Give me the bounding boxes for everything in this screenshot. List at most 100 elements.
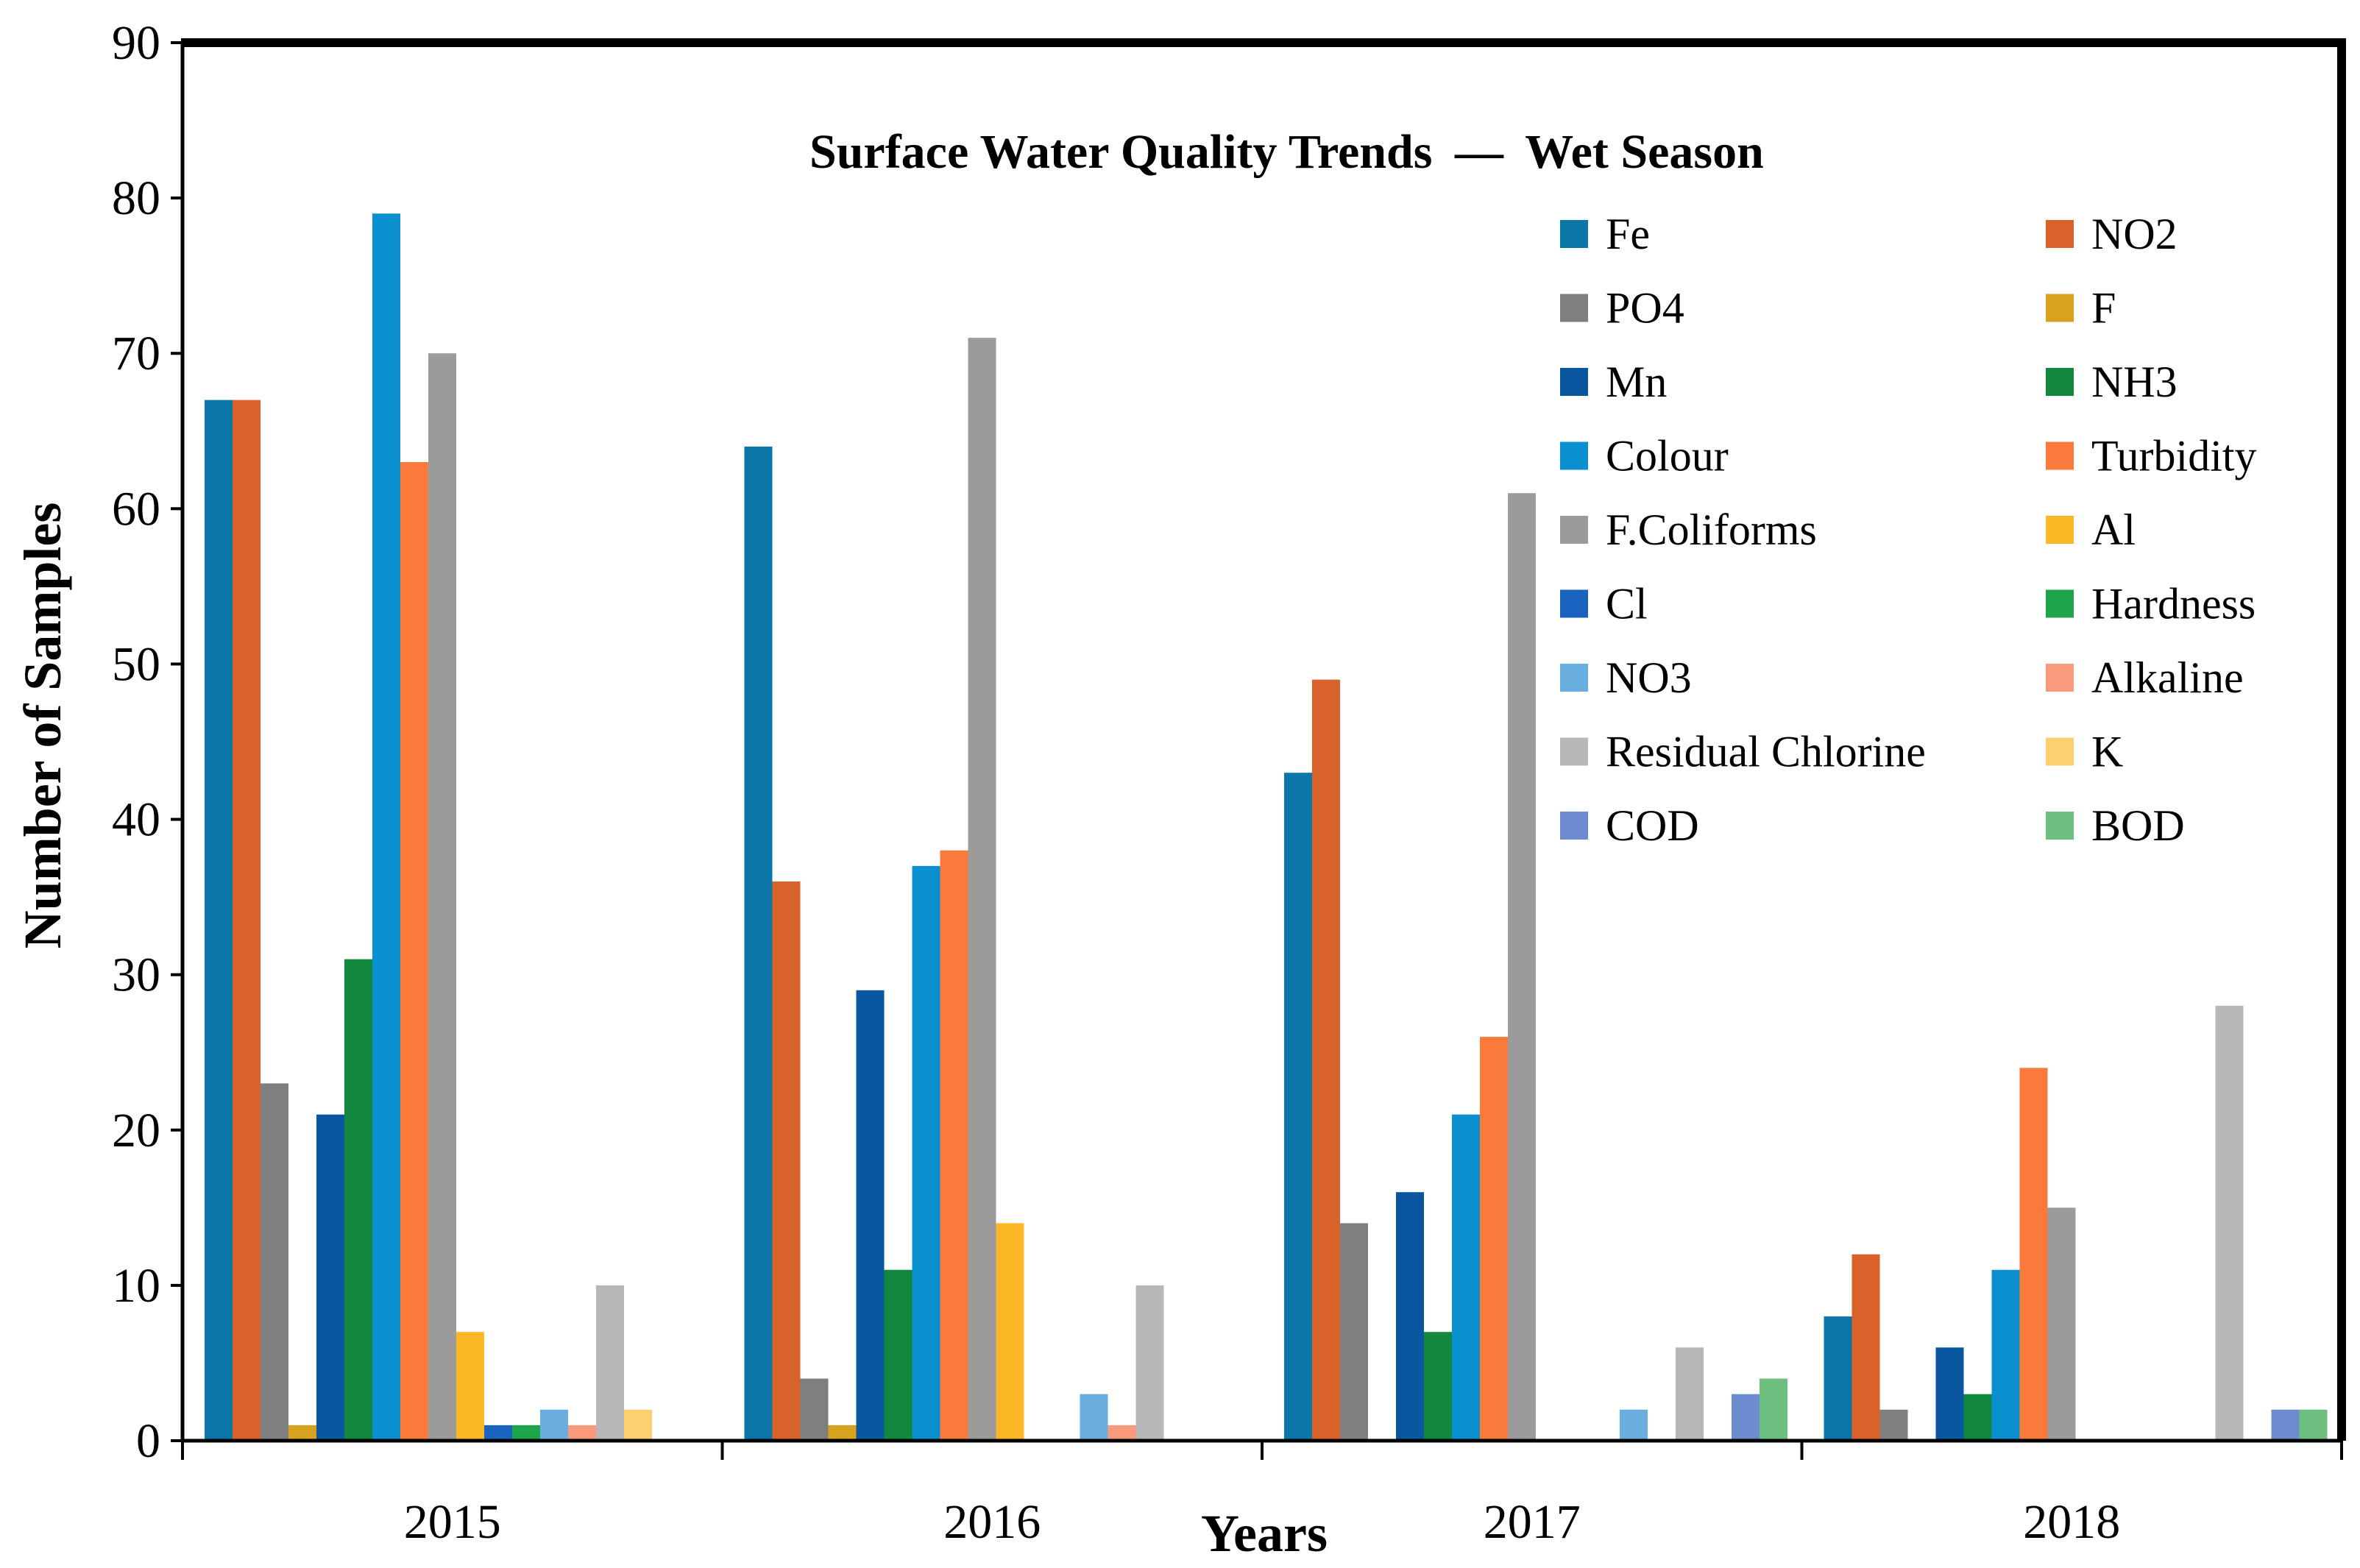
legend-swatch	[2046, 441, 2074, 470]
legend-swatch	[1560, 294, 1588, 322]
bar-f-2015	[288, 1425, 316, 1441]
bar-cod-2017	[1732, 1394, 1760, 1441]
bar-alkaline-2015	[568, 1425, 596, 1441]
legend-label: Hardness	[2091, 580, 2256, 628]
bar-f-coliforms-2017	[1508, 493, 1536, 1441]
x-tick-label: 2018	[2023, 1495, 2120, 1549]
bar-cl-2015	[484, 1425, 512, 1441]
bar-colour-2017	[1452, 1114, 1480, 1441]
bar-mn-2015	[316, 1114, 344, 1441]
legend-swatch	[2046, 516, 2074, 544]
legend-label: NO3	[1606, 653, 1692, 702]
x-tick-label: 2016	[943, 1495, 1041, 1549]
bar-turbidity-2018	[2019, 1068, 2048, 1441]
bar-turbidity-2015	[400, 462, 428, 1441]
bar-no3-2015	[540, 1409, 568, 1441]
bar-al-2015	[456, 1332, 484, 1441]
bar-no2-2017	[1312, 679, 1340, 1441]
y-tick-label: 80	[112, 171, 160, 225]
y-tick-label: 90	[112, 16, 160, 70]
legend-swatch	[1560, 589, 1588, 618]
bar-no2-2016	[772, 881, 801, 1441]
bar-mn-2018	[1935, 1347, 1964, 1441]
bar-cod-2018	[2271, 1409, 2300, 1441]
legend-swatch	[2046, 812, 2074, 840]
legend-label: NO2	[2091, 210, 2177, 258]
legend-label: Fe	[1606, 210, 1650, 258]
legend-label: Turbidity	[2091, 432, 2257, 480]
bar-mn-2017	[1396, 1192, 1424, 1441]
bar-fe-2017	[1284, 773, 1312, 1441]
legend-label: Cl	[1606, 580, 1648, 628]
legend-label: Colour	[1606, 432, 1729, 480]
y-tick-label: 10	[112, 1259, 160, 1313]
bar-nh3-2018	[1963, 1394, 1992, 1441]
bar-f-coliforms-2016	[968, 338, 996, 1441]
legend-swatch	[1560, 516, 1588, 544]
bar-turbidity-2017	[1480, 1037, 1508, 1441]
legend-label: PO4	[1606, 284, 1684, 333]
legend-swatch	[1560, 812, 1588, 840]
legend-label: NH3	[2091, 358, 2177, 406]
legend-swatch	[2046, 220, 2074, 248]
legend-label: F	[2091, 284, 2116, 333]
legend-label: Alkaline	[2091, 653, 2244, 702]
bar-residual-chlorine-2015	[596, 1285, 624, 1441]
chart-title-main: Surface Water Quality Trends	[809, 125, 1432, 179]
legend-swatch	[1560, 441, 1588, 470]
y-axis-title: Number of Samples	[13, 503, 72, 949]
legend-label: BOD	[2091, 801, 2185, 850]
chart-title-separator: —	[1454, 125, 1504, 179]
bar-fe-2016	[744, 446, 773, 1441]
bar-k-2015	[624, 1409, 652, 1441]
legend-swatch	[2046, 664, 2074, 692]
y-tick-label: 50	[112, 637, 160, 691]
bar-al-2016	[996, 1223, 1024, 1441]
bar-no3-2016	[1080, 1394, 1108, 1441]
bar-nh3-2016	[884, 1269, 913, 1441]
legend: Fe NO2 PO4 F Mn NH3 Colour Turbidity F.Coliforms…	[1560, 210, 2257, 850]
legend-swatch	[2046, 294, 2074, 322]
legend-label: Mn	[1606, 358, 1667, 406]
bar-bod-2018	[2299, 1409, 2328, 1441]
y-tick-label: 40	[112, 793, 160, 847]
bar-f-coliforms-2018	[2047, 1207, 2076, 1441]
x-tick-label: 2017	[1484, 1495, 1581, 1549]
bar-colour-2015	[372, 213, 400, 1441]
bar-no2-2018	[1851, 1254, 1880, 1441]
legend-swatch	[1560, 368, 1588, 396]
y-tick-label: 30	[112, 948, 160, 1002]
legend-label: COD	[1606, 801, 1699, 850]
legend-label: Al	[2091, 505, 2136, 554]
bar-colour-2018	[1991, 1269, 2020, 1441]
bars-layer	[205, 213, 2328, 1441]
bar-nh3-2015	[344, 959, 372, 1441]
chart-title-season: Wet Season	[1525, 125, 1764, 179]
bar-turbidity-2016	[940, 850, 968, 1441]
y-tick-label: 60	[112, 482, 160, 536]
x-tick-label: 2015	[404, 1495, 501, 1549]
bar-po4-2018	[1879, 1409, 1908, 1441]
bar-alkaline-2016	[1108, 1425, 1136, 1441]
bar-f-2016	[828, 1425, 857, 1441]
bar-hardness-2015	[512, 1425, 540, 1441]
bar-no2-2015	[233, 400, 261, 1441]
bar-colour-2016	[912, 865, 940, 1441]
legend-swatch	[2046, 368, 2074, 396]
legend-swatch	[1560, 737, 1588, 766]
bar-bod-2017	[1760, 1378, 1787, 1441]
y-tick-label: 70	[112, 327, 160, 380]
chart-title: Surface Water Quality Trends — Wet Seaso…	[809, 125, 1764, 179]
y-axis: 0 10 20 30 40 50 60 70 80 90	[112, 16, 183, 1468]
legend-swatch	[2046, 589, 2074, 618]
bar-residual-chlorine-2016	[1135, 1285, 1164, 1441]
bar-fe-2015	[205, 400, 233, 1441]
legend-swatch	[1560, 220, 1588, 248]
legend-label: F.Coliforms	[1606, 505, 1817, 554]
bar-f-coliforms-2015	[428, 353, 456, 1441]
bar-no3-2017	[1620, 1409, 1648, 1441]
bar-fe-2018	[1824, 1316, 1852, 1441]
bar-nh3-2017	[1424, 1332, 1452, 1441]
legend-swatch	[1560, 664, 1588, 692]
